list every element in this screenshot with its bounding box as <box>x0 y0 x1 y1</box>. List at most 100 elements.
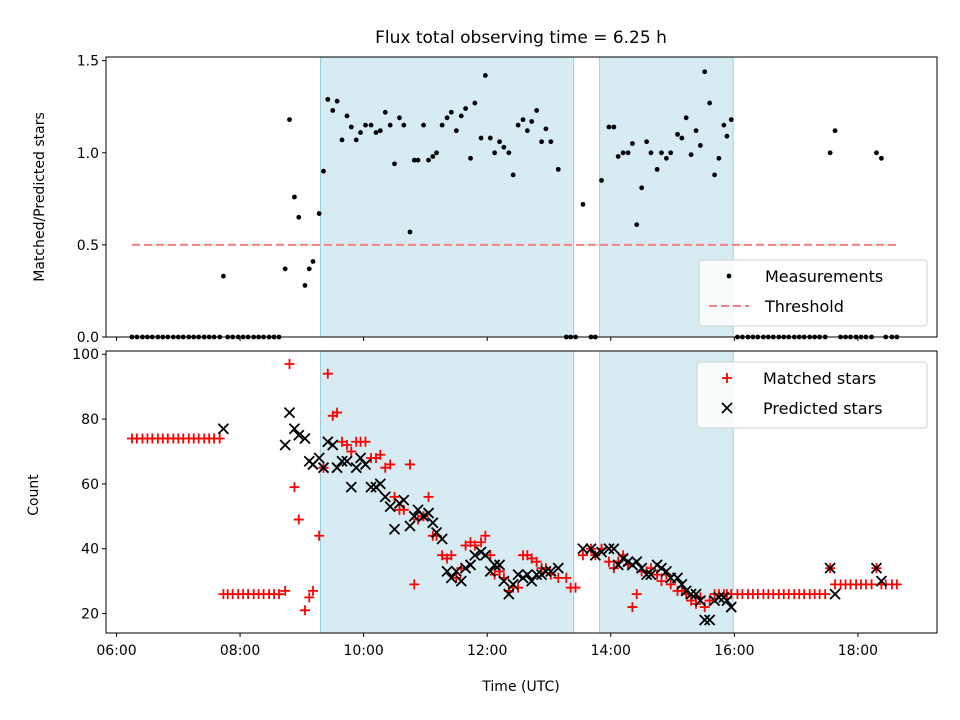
predicted-stars-point-30 <box>417 510 430 522</box>
measurements-point-31 <box>287 117 292 123</box>
measurements-point-84 <box>539 139 544 145</box>
matched-stars-point-90 <box>570 582 581 593</box>
predicted-stars-point-77 <box>671 572 684 584</box>
matched-stars-point-73 <box>485 550 496 561</box>
predicted-stars-point-40 <box>464 559 477 571</box>
predicted-stars-point-59 <box>577 543 589 555</box>
predicted-stars-point-69 <box>631 556 643 568</box>
predicted-stars-point-24 <box>388 523 401 535</box>
y-tick-label: 40 <box>81 542 99 558</box>
legend: Measurements Threshold <box>698 259 928 327</box>
matched-stars-point-60 <box>423 491 434 502</box>
matched-stars-point-57 <box>409 579 420 590</box>
legend-label-measurements: Measurements <box>765 267 883 286</box>
chart-title: Flux total observing time = 6.25 h <box>375 28 667 48</box>
measurements-point-105 <box>654 166 660 172</box>
predicted-stars-point-22 <box>379 491 391 503</box>
matched-stars-point-139 <box>820 589 831 600</box>
legend: Matched stars Predicted stars <box>696 361 928 429</box>
y-tick-label: 20 <box>81 607 99 623</box>
predicted-stars-point-28 <box>408 510 420 522</box>
measurements-point-103 <box>644 139 650 145</box>
matched-stars-point-34 <box>299 605 310 616</box>
predicted-stars-point-83 <box>699 614 711 626</box>
measurements-point-83 <box>534 108 540 113</box>
measurements-point-120 <box>724 133 730 139</box>
predicted-stars-point-86 <box>713 591 725 603</box>
measurements-point-36 <box>310 259 316 264</box>
predicted-stars-point-34 <box>436 533 448 545</box>
measurements-point-43 <box>344 113 350 119</box>
measurements-point-63 <box>439 122 445 128</box>
predicted-stars-point-14 <box>341 455 353 467</box>
predicted-stars-point-12 <box>331 462 343 474</box>
matched-stars-point-43 <box>341 440 352 450</box>
predicted-stars-point-18 <box>359 458 372 471</box>
predicted-stars-point-52 <box>521 569 534 581</box>
matched-stars-point-52 <box>385 459 396 470</box>
matched-stars-point-75 <box>494 566 505 577</box>
predicted-stars-point-2 <box>283 406 296 419</box>
predicted-stars-point-88 <box>721 594 733 607</box>
measurements-point-62 <box>434 150 439 156</box>
predicted-stars-point-56 <box>540 565 552 578</box>
measurements-point-51 <box>382 109 388 115</box>
predicted-stars-point-41 <box>469 549 481 561</box>
predicted-stars-point-43 <box>479 549 491 561</box>
measurements-point-55 <box>401 122 407 128</box>
predicted-stars-point-23 <box>384 500 396 513</box>
predicted-stars-point-82 <box>694 594 707 607</box>
predicted-stars-point-75 <box>660 565 673 578</box>
predicted-stars-point-64 <box>608 543 620 555</box>
matched-stars-point-100 <box>627 602 638 613</box>
predicted-stars-point-13 <box>336 455 348 467</box>
predicted-stars-point-27 <box>404 520 416 532</box>
measurements-point-73 <box>487 135 493 141</box>
measurements-point-107 <box>663 155 669 161</box>
predicted-stars-point-21 <box>374 478 386 490</box>
measurements-point-75 <box>497 139 502 145</box>
top-y-axis-label: Matched/Predicted stars <box>32 112 48 282</box>
matched-stars-point-79 <box>513 582 524 593</box>
matched-stars-point-29 <box>273 589 284 600</box>
bottom-panel: 20 40 60 80 100 06:00 08:00 10:00 12:00 14:00 16:0… <box>72 347 938 659</box>
predicted-stars-point-45 <box>488 559 501 571</box>
predicted-stars-point-79 <box>680 585 692 597</box>
predicted-stars-point-10 <box>322 436 334 448</box>
predicted-stars-point-19 <box>365 481 377 493</box>
measurements-point-37 <box>316 211 322 216</box>
measurements-point-69 <box>468 155 473 161</box>
measurements-point-117 <box>712 172 717 178</box>
measurements-point-70 <box>472 100 478 106</box>
measurements-point-101 <box>634 222 640 228</box>
predicted-stars-point-65 <box>612 559 624 571</box>
measurements-point-72 <box>482 73 488 78</box>
matched-stars-point-72 <box>480 530 491 541</box>
predicted-stars-point-8 <box>313 452 325 464</box>
measurements-point-150 <box>878 155 884 161</box>
predicted-stars-point-93 <box>875 575 888 587</box>
measurements-point-119 <box>721 122 727 128</box>
y-tick-label: 80 <box>81 412 99 428</box>
shaded-interval-1 <box>319 56 575 338</box>
measurements-point-65 <box>448 109 454 115</box>
predicted-stars-point-74 <box>655 562 668 574</box>
matched-stars-point-101 <box>631 589 642 600</box>
predicted-stars-point-5 <box>299 432 311 445</box>
measurements-point-85 <box>543 126 549 132</box>
legend-label-matched-stars: Matched stars <box>763 369 876 388</box>
predicted-stars-point-72 <box>645 569 657 581</box>
measurements-point-61 <box>430 154 436 159</box>
measurements-point-140 <box>827 150 833 156</box>
matched-stars-point-35 <box>304 592 315 603</box>
predicted-stars-point-44 <box>484 565 496 578</box>
measurements-point-76 <box>501 144 507 150</box>
predicted-stars-point-26 <box>398 494 410 506</box>
predicted-stars-point-11 <box>327 439 339 451</box>
x-tick-label: 14:00 <box>591 643 631 659</box>
matched-stars-point-32 <box>289 482 300 493</box>
measurements-point-52 <box>387 122 393 128</box>
matched-stars-point-108 <box>665 579 676 590</box>
measurements-point-35 <box>306 266 312 272</box>
predicted-stars-point-80 <box>685 588 697 600</box>
